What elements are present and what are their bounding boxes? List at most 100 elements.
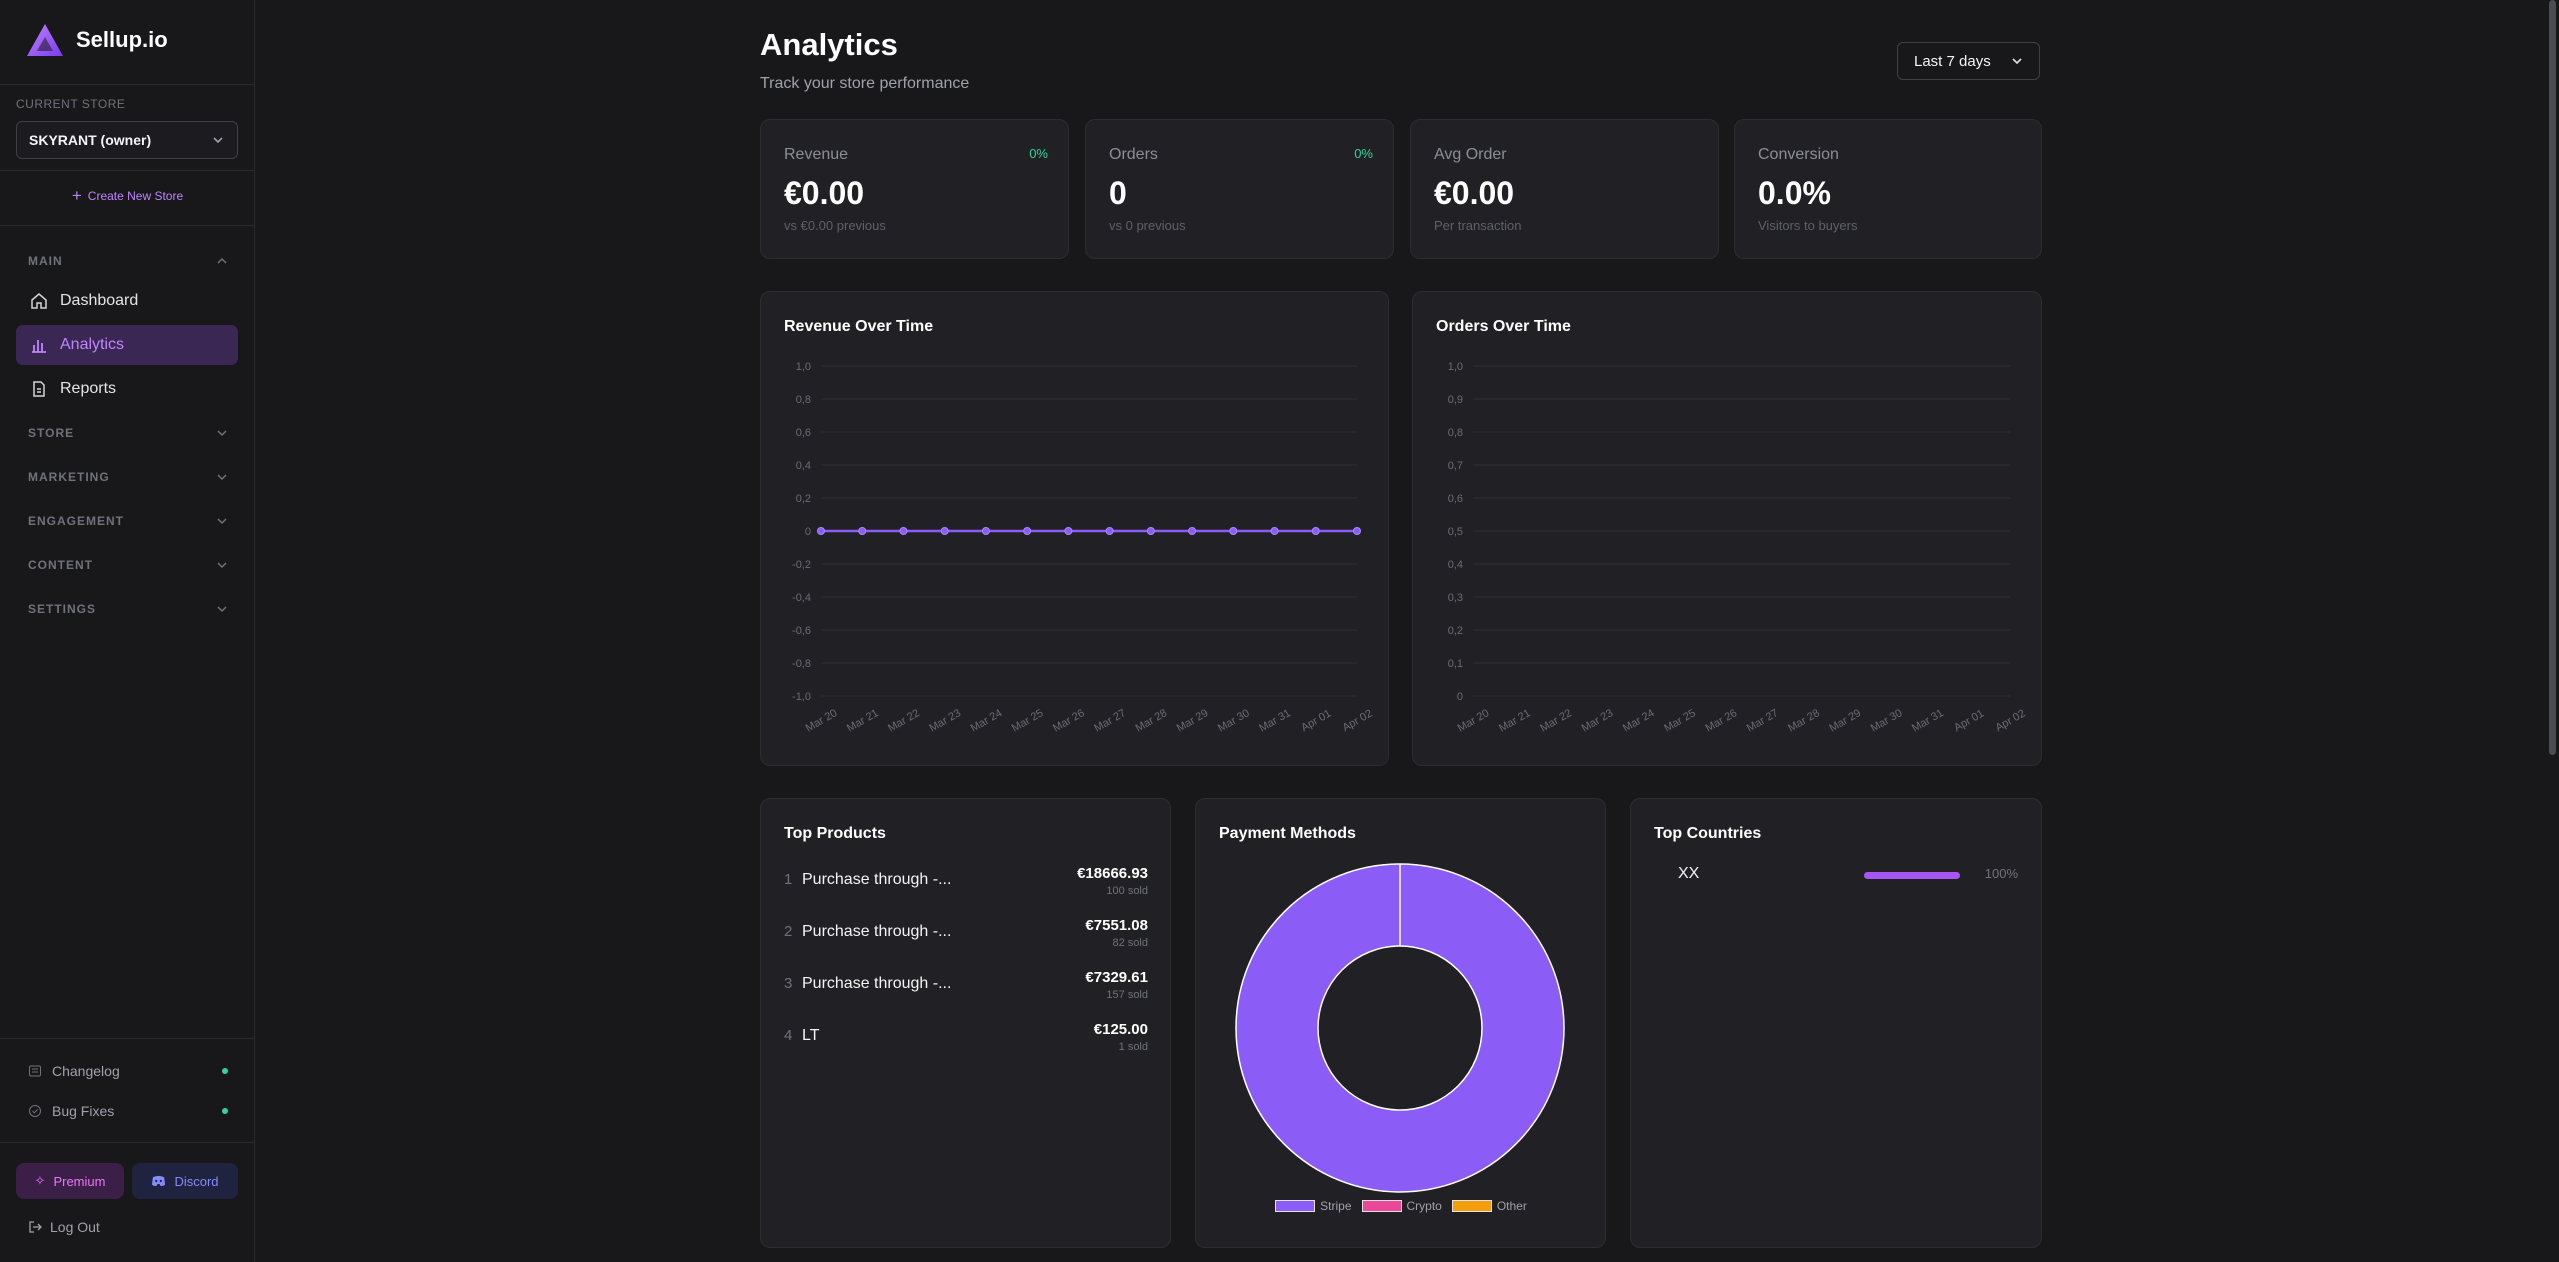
section-main[interactable]: MAIN [28,254,228,268]
page-subtitle: Track your store performance [760,75,970,92]
chevron-down-icon [217,430,227,437]
brand[interactable]: Sellup.io [26,22,168,58]
x-tick-label: Mar 31 [1257,707,1293,735]
brand-logo-icon [27,24,63,56]
orders-chart-card: Orders Over Time 1,0 0,9 0,8 0,7 0,6 0,5 0,4 0,… [1412,291,2042,766]
brand-name: Sellup.io [76,27,168,52]
discord-icon [152,1175,166,1186]
stat-sub: Per transaction [1434,218,1522,233]
scrollbar-thumb[interactable] [2549,0,2556,755]
data-point [1146,527,1155,535]
sidebar-item-analytics[interactable]: Analytics [16,325,238,365]
page-scrollbar[interactable] [2545,0,2559,1262]
section-content[interactable]: CONTENT [28,558,228,572]
section-settings[interactable]: SETTINGS [28,602,228,616]
create-store-button[interactable]: + Create New Store [0,186,255,205]
y-tick-label: -0,6 [792,625,811,637]
x-tick-label: Apr 02 [1340,708,1374,735]
card-title: Top Countries [1654,825,1762,842]
x-tick-label: Mar 24 [1621,707,1657,735]
bug-fixes-label: Bug Fixes [52,1103,115,1119]
stat-sub: vs €0.00 previous [784,218,886,233]
section-store[interactable]: STORE [28,426,228,440]
date-range-value: Last 7 days [1914,52,1991,70]
product-row[interactable]: 4 LT €125.00 1 sold [784,1021,1148,1061]
stat-value: €0.00 [1434,175,1515,211]
sidebar-item-reports[interactable]: Reports [16,369,238,409]
date-range-select[interactable]: Last 7 days [1897,42,2040,80]
bar-chart-icon [32,340,46,353]
x-tick-label: Mar 24 [969,707,1005,735]
bug-fixes-link[interactable]: Bug Fixes [28,1103,228,1119]
legend-label: Other [1496,1199,1527,1213]
new-indicator-dot [222,1108,228,1114]
x-tick-label: Mar 20 [1456,707,1492,735]
y-tick-label: 0,8 [1448,427,1463,439]
data-point [817,527,825,535]
product-rank: 1 [784,871,793,888]
stat-label: Avg Order [1434,146,1507,163]
sidebar: Sellup.io CURRENT STORE SKYRANT (owner) … [0,0,255,1262]
y-tick-label: 0,7 [1448,460,1463,472]
top-products-card: Top Products 1 Purchase through -... €18… [760,798,1171,1248]
chevron-down-icon [217,562,227,569]
chevron-up-icon [217,257,227,264]
product-rank: 3 [784,975,793,992]
data-point [1311,527,1320,535]
product-name: Purchase through -... [802,923,952,940]
changelog-link[interactable]: Changelog [28,1063,228,1079]
legend-swatch [1275,1200,1316,1212]
legend-label: Stripe [1320,1199,1352,1213]
x-tick-label: Mar 31 [1910,707,1946,735]
stat-card-conversion: Conversion 0.0% Visitors to buyers [1734,119,2042,259]
create-store-label: Create New Store [87,189,184,203]
chevron-down-icon [217,474,227,481]
x-tick-label: Mar 22 [886,707,922,735]
chart-title: Orders Over Time [1436,318,1571,335]
premium-button[interactable]: ✧ Premium [16,1163,124,1199]
stat-sub: Visitors to buyers [1758,218,1858,233]
store-selector[interactable]: SKYRANT (owner) [16,121,238,159]
section-marketing[interactable]: MARKETING [28,470,228,484]
chevron-down-icon [217,606,227,613]
product-rank: 2 [784,923,793,940]
product-revenue: €7551.08 [1085,917,1148,934]
stat-card-revenue: Revenue 0% €0.00 vs €0.00 previous [760,119,1069,259]
stat-change: 0% [1029,146,1048,161]
y-tick-label: -0,8 [792,658,811,670]
changelog-label: Changelog [52,1063,120,1079]
discord-button[interactable]: Discord [132,1163,238,1199]
y-tick-label: 0,3 [1448,592,1463,604]
premium-label: Premium [53,1173,106,1189]
product-row[interactable]: 3 Purchase through -... €7329.61 157 sol… [784,969,1148,1009]
y-tick-label: 0,8 [796,394,811,406]
legend-item-other[interactable]: Other [1451,1199,1527,1213]
y-tick-label: 0,9 [1448,394,1463,406]
x-tick-label: Mar 30 [1216,707,1252,735]
legend-item-stripe[interactable]: Stripe [1275,1199,1352,1213]
stat-card-orders: Orders 0% 0 vs 0 previous [1085,119,1394,259]
y-tick-label: 0,1 [1448,658,1463,670]
product-name: Purchase through -... [802,871,952,888]
plus-icon: + [71,186,82,205]
store-selector-value: SKYRANT (owner) [29,132,152,148]
donut-outer-ring [1235,863,1565,1193]
x-tick-label: Mar 20 [804,707,840,735]
legend-item-crypto[interactable]: Crypto [1361,1199,1442,1213]
x-tick-label: Mar 22 [1538,707,1574,735]
data-point [1353,527,1361,535]
logout-button[interactable]: Log Out [28,1219,100,1235]
product-row[interactable]: 2 Purchase through -... €7551.08 82 sold [784,917,1148,957]
country-bar-fill [1864,872,1960,879]
x-tick-label: Mar 26 [1051,707,1087,735]
section-engagement[interactable]: ENGAGEMENT [28,514,228,528]
sidebar-item-dashboard[interactable]: Dashboard [16,281,238,321]
x-tick-label: Mar 27 [1745,707,1781,735]
discord-label: Discord [174,1173,219,1189]
product-row[interactable]: 1 Purchase through -... €18666.93 100 so… [784,865,1148,905]
x-tick-label: Mar 23 [927,707,963,735]
file-icon [33,381,45,397]
data-point [1105,527,1114,535]
chevron-down-icon [2012,58,2022,65]
